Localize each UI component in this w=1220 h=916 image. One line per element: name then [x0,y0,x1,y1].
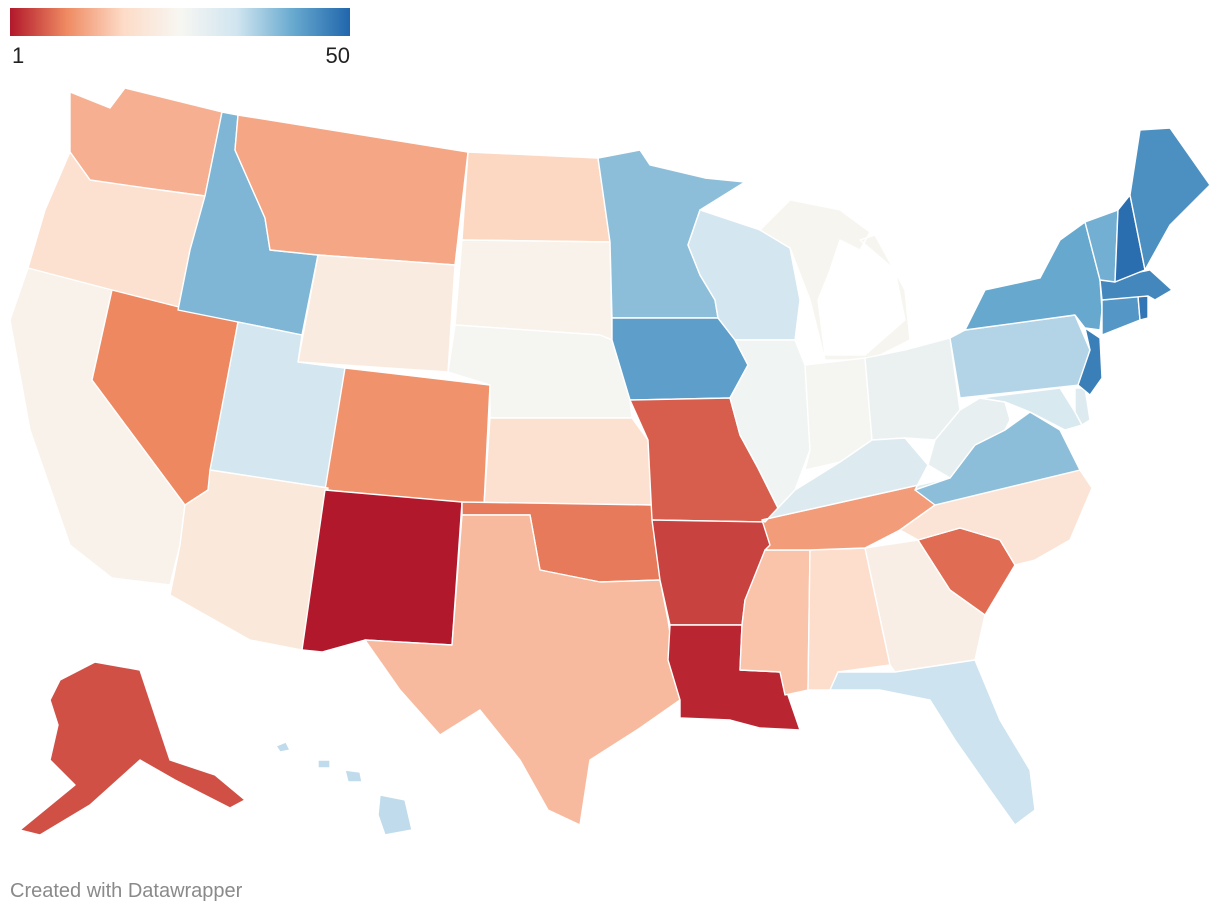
state-sd[interactable] [454,239,613,341]
state-ny[interactable] [964,221,1103,331]
state-ak[interactable] [19,661,246,836]
state-mt[interactable] [234,114,469,266]
state-md[interactable] [979,387,1083,431]
state-nj[interactable] [1077,327,1103,396]
state-hi[interactable] [275,741,413,836]
state-nm[interactable] [301,489,463,653]
state-wv[interactable] [927,397,1011,479]
legend-max-label: 50 [325,43,350,68]
state-wy[interactable] [297,254,456,373]
state-me[interactable] [1129,127,1211,271]
state-nd[interactable] [461,151,611,243]
state-ks[interactable] [483,417,653,506]
state-mi[interactable] [759,199,911,361]
credit-footer: Created with Datawrapper [10,880,243,902]
state-ct[interactable] [1101,295,1141,336]
color-legend: 1 50 [10,8,350,68]
legend-gradient-bar [10,8,350,36]
legend-min-label: 1 [12,43,25,68]
state-fl[interactable] [829,659,1036,826]
state-tx[interactable] [364,514,681,826]
us-choropleth-map [9,87,1211,836]
state-co[interactable] [324,367,491,506]
state-ri[interactable] [1137,295,1149,321]
